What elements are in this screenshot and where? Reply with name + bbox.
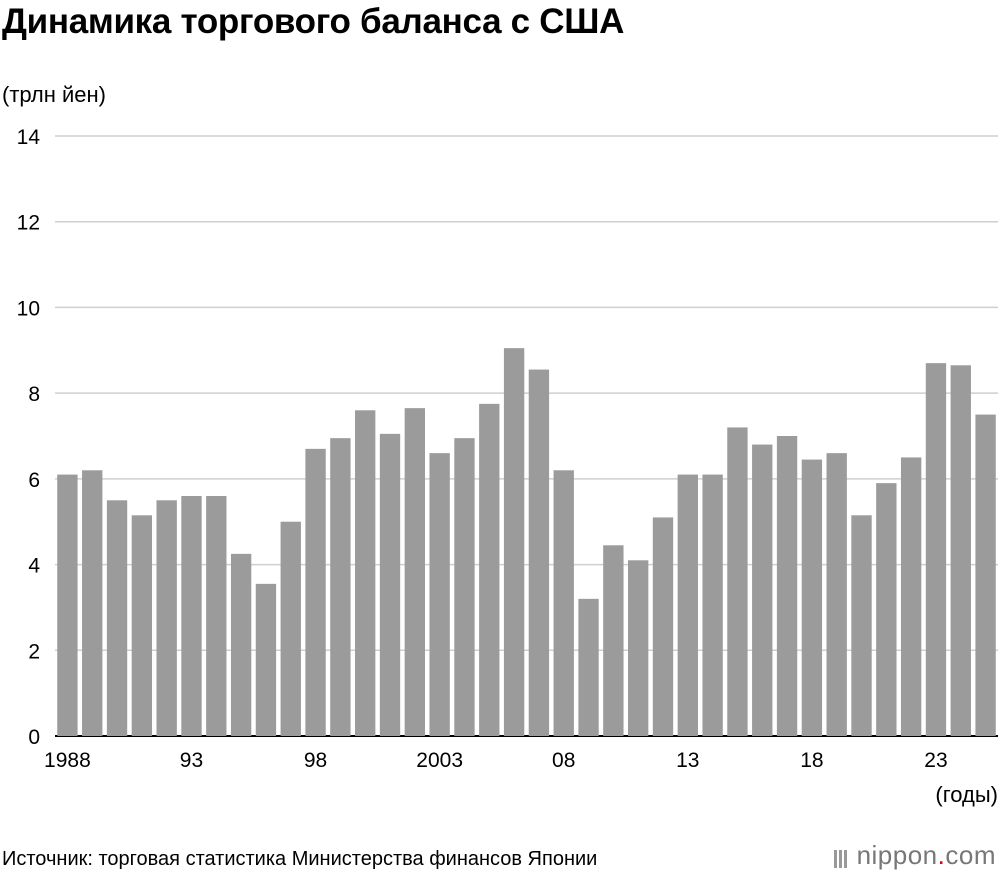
- bar-2015: [727, 427, 748, 736]
- bar-2005: [479, 403, 500, 736]
- x-tick-label: 08: [552, 749, 575, 772]
- y-tick-label: 10: [17, 297, 40, 320]
- bar-2013: [677, 474, 698, 736]
- bars: [57, 348, 996, 736]
- bar-1999: [330, 438, 351, 736]
- x-tick-label: 13: [676, 749, 699, 772]
- y-tick-label: 4: [28, 555, 40, 578]
- x-tick-label: 23: [924, 749, 947, 772]
- bar-2012: [652, 517, 674, 736]
- y-tick-label: 14: [17, 126, 41, 149]
- bar-1991: [131, 515, 153, 736]
- bar-2010: [603, 545, 624, 736]
- bar-2025: [975, 414, 996, 736]
- bar-1988: [57, 474, 78, 736]
- bar-1996: [255, 583, 277, 736]
- bar-2011: [627, 560, 649, 736]
- x-axis-unit-label: (годы): [935, 782, 998, 807]
- bar-1997: [280, 521, 301, 736]
- bar-2002: [404, 408, 426, 736]
- bar-2020: [851, 515, 872, 736]
- bar-2007: [528, 369, 550, 736]
- brand-name: nippon: [856, 840, 938, 870]
- bar-1998: [305, 448, 326, 736]
- x-tick-label: 1988: [44, 749, 91, 772]
- y-tick-label: 6: [28, 469, 40, 492]
- bar-2023: [925, 363, 947, 736]
- bar-1995: [230, 553, 252, 736]
- bar-2004: [454, 438, 475, 736]
- x-tick-label: 2003: [416, 749, 463, 772]
- x-tick-label: 93: [180, 749, 203, 772]
- chart-title: Динамика торгового баланса с США: [2, 2, 625, 41]
- x-tick-label: 18: [800, 749, 823, 772]
- x-tick-label: 98: [304, 749, 327, 772]
- brand-dot: .: [937, 840, 946, 870]
- bar-1994: [206, 496, 227, 736]
- bar-2016: [752, 444, 773, 736]
- bar-2021: [876, 483, 897, 736]
- x-axis-ticks: 1988 93 98 2003 08 13 18 23: [44, 749, 948, 772]
- bar-1990: [106, 500, 128, 736]
- bar-2017: [776, 436, 798, 736]
- y-tick-label: 0: [28, 726, 40, 749]
- bar-2000: [355, 410, 376, 736]
- y-tick-label: 12: [17, 212, 40, 235]
- source-note: Источник: торговая статистика Министерст…: [2, 848, 598, 870]
- bar-2008: [553, 470, 574, 736]
- bar-2009: [578, 598, 599, 736]
- bar-2003: [429, 453, 450, 736]
- brand-tld: com: [945, 840, 996, 870]
- bar-2018: [801, 459, 823, 736]
- y-axis-unit-label: (трлн йен): [2, 82, 106, 107]
- y-axis-ticks: 0 2 4 6 8 10 12 14: [17, 126, 41, 749]
- bar-1992: [156, 500, 177, 736]
- bar-2014: [702, 474, 723, 736]
- bar-2024: [950, 365, 971, 736]
- bar-2006: [503, 348, 525, 736]
- bar-2022: [900, 457, 922, 736]
- bar-1989: [82, 470, 103, 736]
- y-tick-label: 2: [28, 640, 40, 663]
- bar-2001: [379, 433, 401, 736]
- y-tick-label: 8: [28, 383, 40, 406]
- brand-mark-icon: [833, 842, 849, 873]
- brand-logo: nippon.com: [833, 840, 996, 873]
- bar-1993: [181, 496, 202, 736]
- bar-2019: [826, 453, 847, 736]
